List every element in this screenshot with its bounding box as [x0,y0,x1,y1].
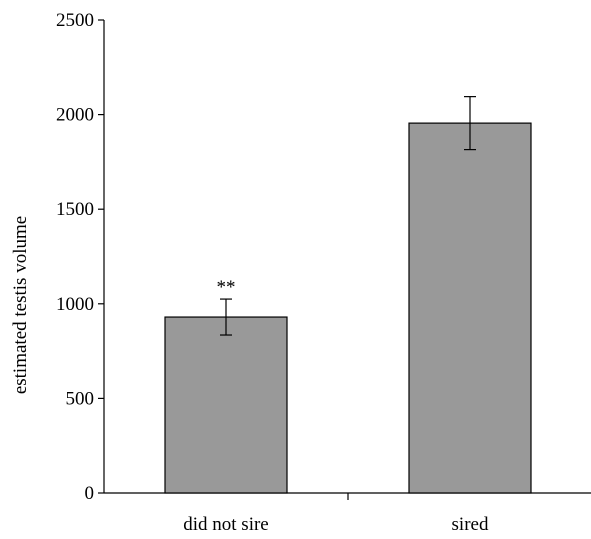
y-tick-label: 0 [85,483,95,504]
bar-sired [408,122,532,494]
significance-annotation: ** [217,277,236,298]
y-axis: 0 500 1000 1500 2000 2500 [56,10,105,504]
x-tick-label: did not sire [183,514,269,535]
bar-did-not-sire [164,316,288,494]
y-tick-label: 500 [66,388,95,409]
y-tick-label: 2000 [56,105,94,126]
y-tick-label: 2500 [56,10,94,31]
y-tick-label: 1000 [56,294,94,315]
x-axis: did not sire sired [104,492,591,535]
bars: ** [164,96,532,494]
y-tick-label: 1500 [56,199,94,220]
y-axis-label: estimated testis volume [10,216,31,394]
x-tick-label: sired [452,514,489,535]
